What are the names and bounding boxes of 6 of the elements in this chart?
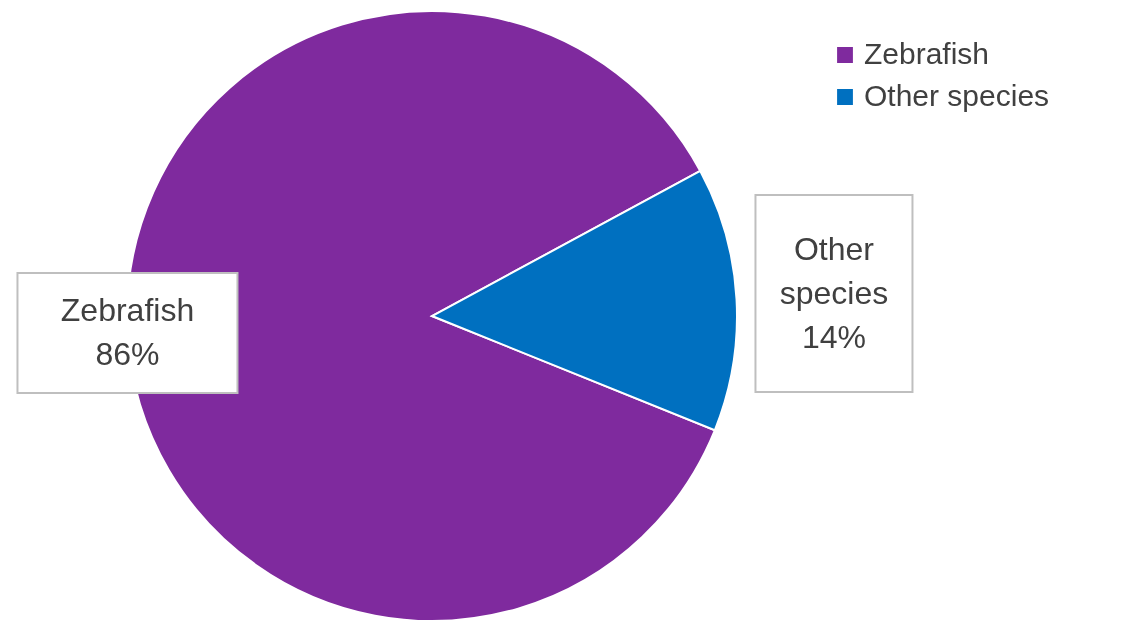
slice-label: Zebrafish <box>60 292 195 329</box>
legend-label: Other species <box>864 79 1050 112</box>
slice-label: Other species <box>779 230 889 311</box>
data-label: 14% <box>801 318 866 355</box>
data-label: 86% <box>95 336 160 373</box>
legend-label: Zebrafish <box>864 37 990 70</box>
